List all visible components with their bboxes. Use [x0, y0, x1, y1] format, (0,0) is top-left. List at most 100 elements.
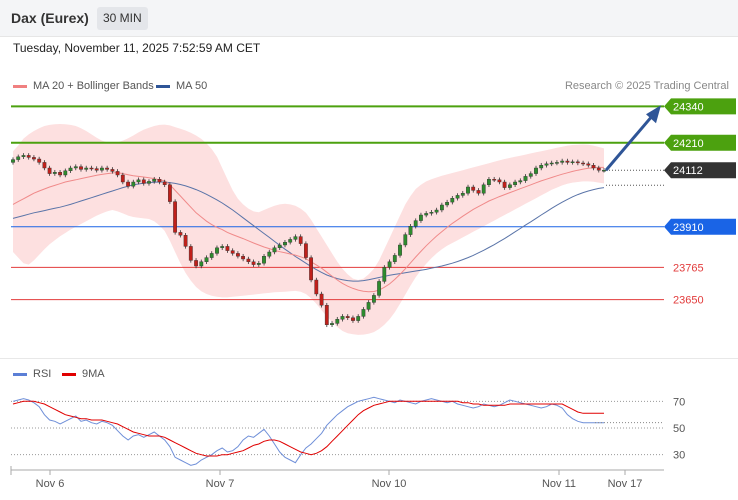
- candle-body: [178, 232, 183, 236]
- candle-body: [549, 162, 554, 165]
- candle-body: [513, 181, 518, 185]
- candle: [68, 165, 73, 174]
- candle: [183, 232, 188, 249]
- candle: [602, 168, 606, 173]
- candle: [32, 155, 36, 162]
- candle-body: [440, 204, 444, 211]
- candle-body: [596, 167, 601, 171]
- candle-body: [534, 167, 538, 174]
- ma20-label: MA 20 + Bollinger Bands: [33, 80, 154, 92]
- candle: [534, 165, 538, 176]
- candle-body: [340, 316, 345, 320]
- candle-body: [419, 214, 423, 221]
- level-tag-24210: [664, 134, 736, 151]
- candle-body: [58, 171, 63, 176]
- candle-body: [167, 184, 172, 202]
- candle-body: [68, 167, 73, 171]
- interval-selector[interactable]: 30 MIN: [97, 7, 148, 30]
- candle: [382, 265, 387, 284]
- candle: [591, 162, 596, 171]
- candle: [440, 202, 444, 213]
- candle: [162, 179, 167, 188]
- rsi-line: [12, 396, 604, 466]
- candle-body: [518, 180, 523, 183]
- candle: [79, 164, 83, 172]
- candle: [204, 255, 209, 265]
- candle-body: [502, 181, 507, 188]
- candle-body: [131, 181, 136, 187]
- level-label-23910: 23910: [673, 222, 704, 234]
- candle-body: [21, 155, 26, 157]
- candle-body: [508, 184, 512, 188]
- timestamp: Tuesday, November 11, 2025 7:52:59 AM CE…: [13, 41, 261, 55]
- candle: [89, 165, 94, 171]
- candle: [476, 188, 481, 196]
- candle-body: [63, 170, 68, 176]
- candle: [251, 259, 256, 267]
- candle: [84, 165, 89, 172]
- candle: [288, 237, 293, 245]
- candle-body: [476, 190, 481, 194]
- candle-body: [262, 256, 266, 264]
- candle-body: [298, 236, 303, 244]
- candle: [434, 207, 439, 215]
- candle: [549, 160, 554, 167]
- ma50-label: MA 50: [176, 80, 208, 92]
- candle-body: [293, 236, 298, 240]
- candle: [450, 196, 455, 205]
- candle: [471, 184, 476, 193]
- candle-body: [497, 179, 502, 183]
- candle-body: [544, 163, 549, 166]
- level-tag-24112: [664, 162, 736, 179]
- level-label-23650: 23650: [673, 295, 704, 307]
- level-label-24210: 24210: [673, 138, 704, 150]
- candle: [215, 245, 219, 256]
- candle: [73, 164, 78, 171]
- level-label-24112: 24112: [673, 165, 703, 177]
- candle: [126, 179, 131, 189]
- candle: [408, 224, 413, 237]
- candle-body: [351, 317, 355, 321]
- copyright-credit: Research © 2025 Trading Central: [564, 80, 729, 92]
- candle: [283, 239, 287, 248]
- candle-body: [173, 201, 177, 233]
- candle: [398, 242, 402, 258]
- candle: [110, 167, 115, 174]
- candle-body: [565, 160, 570, 163]
- candle-body: [356, 316, 361, 321]
- candle: [502, 179, 507, 190]
- candle-body: [99, 167, 104, 171]
- candle-body: [382, 267, 387, 282]
- candle-body: [523, 176, 528, 181]
- candle-body: [413, 220, 418, 227]
- candle-body: [235, 253, 240, 257]
- candle-body: [241, 256, 245, 260]
- candle-body: [126, 181, 131, 187]
- candle-body: [455, 195, 460, 199]
- candle-body: [372, 295, 376, 303]
- candle: [403, 232, 408, 248]
- candle: [445, 199, 449, 208]
- candle: [555, 160, 559, 166]
- candle-body: [555, 162, 559, 164]
- candle-body: [387, 261, 392, 268]
- candle: [178, 230, 183, 238]
- candle-body: [403, 234, 408, 246]
- x-tick-label: Nov 7: [206, 478, 235, 490]
- candle: [575, 159, 580, 166]
- candle: [366, 300, 371, 312]
- candle: [413, 218, 418, 229]
- candle-body: [377, 281, 381, 296]
- candle: [230, 248, 235, 256]
- candle: [581, 160, 586, 167]
- candle-body: [16, 156, 21, 160]
- candle: [209, 251, 214, 260]
- legend-rsi: RSI: [13, 368, 51, 380]
- rsi-label: RSI: [33, 368, 52, 380]
- candle-body: [215, 247, 219, 254]
- ma9-label: 9MA: [82, 368, 105, 380]
- level-tag-24340: [664, 98, 736, 115]
- candle: [188, 244, 193, 263]
- candle: [26, 153, 31, 160]
